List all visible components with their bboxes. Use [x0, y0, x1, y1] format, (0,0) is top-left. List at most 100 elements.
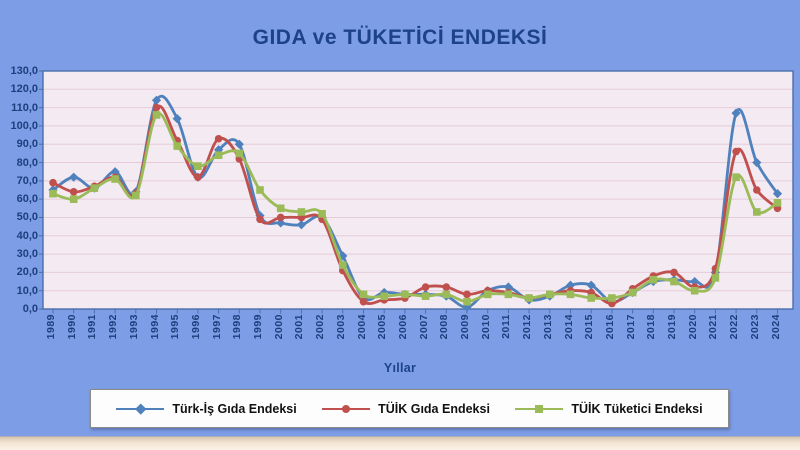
marker-circle — [442, 283, 451, 291]
marker-square — [69, 195, 78, 203]
x-tick-label: 2013 — [541, 314, 554, 340]
x-tick-label: 2024 — [769, 314, 782, 340]
marker-square — [608, 294, 616, 302]
x-tick-label: 1992 — [107, 314, 120, 340]
marker-diamond — [752, 157, 762, 168]
x-tick-label: 1999 — [252, 314, 264, 340]
marker-square — [649, 275, 658, 284]
series-line-t-i-k-g-da-endeksi — [52, 104, 779, 305]
x-tick-label: 2012 — [521, 314, 534, 340]
x-tick-label: 1993 — [127, 314, 140, 340]
x-tick-label: 1995 — [169, 314, 182, 340]
y-tick-label: 0,0 — [22, 303, 38, 315]
x-tick-label: 2017 — [624, 314, 637, 340]
marker-diamond — [731, 108, 741, 118]
marker-diamond — [69, 172, 79, 182]
marker-circle — [194, 173, 202, 181]
marker-circle — [463, 290, 471, 299]
legend-item-t-rk-i-g-da-endeksi: Türk-İş Gıda Endeksi — [116, 401, 297, 416]
marker-square — [690, 286, 699, 295]
x-tick-label: 2006 — [396, 314, 409, 340]
marker-square — [421, 292, 430, 300]
x-tick-label: 1990 — [65, 314, 78, 340]
x-tick-label: 1991 — [86, 314, 99, 340]
x-tick-label: 2014 — [562, 314, 575, 340]
x-tick-label: 2004 — [355, 314, 368, 340]
marker-square — [773, 199, 782, 207]
marker-diamond — [172, 114, 182, 124]
marker-diamond — [586, 280, 596, 290]
marker-square — [276, 204, 285, 213]
marker-square — [732, 173, 740, 181]
marker-square — [566, 290, 575, 299]
marker-square — [152, 111, 161, 119]
marker-square — [214, 151, 223, 160]
y-tick-label: 50,0 — [16, 211, 38, 224]
y-tick-label: 60,0 — [16, 193, 38, 206]
marker-square — [753, 208, 761, 216]
y-tick-label: 120,0 — [10, 83, 38, 96]
marker-diamond — [296, 220, 306, 230]
x-tick-label: 1994 — [148, 314, 161, 340]
x-tick-label: 2016 — [603, 314, 616, 340]
y-tick-label: 110,0 — [11, 101, 38, 114]
marker-square — [256, 186, 264, 194]
legend-circle-marker-icon — [322, 403, 371, 415]
marker-square — [587, 294, 595, 302]
marker-circle — [421, 283, 430, 291]
x-tick-label: 1989 — [45, 314, 57, 340]
marker-square — [339, 261, 347, 269]
marker-square — [132, 191, 140, 200]
marker-circle — [69, 188, 78, 196]
marker-diamond — [503, 282, 513, 292]
marker-square — [235, 149, 244, 158]
x-tick-label: 1997 — [210, 314, 223, 340]
y-tick-label: 90,0 — [16, 138, 38, 151]
marker-square — [49, 189, 57, 198]
marker-diamond — [151, 95, 162, 105]
marker-circle — [152, 103, 161, 112]
plot-frame — [42, 70, 794, 310]
marker-circle — [359, 297, 368, 306]
legend: Türk-İş Gıda Endeksi TÜİK Gıda Endeksi TÜİ… — [90, 389, 729, 428]
marker-square — [318, 210, 326, 218]
marker-diamond — [690, 276, 700, 287]
y-tick-label: 130,0 — [10, 65, 38, 77]
bottom-strip — [0, 436, 800, 450]
x-tick-label: 1996 — [189, 314, 202, 340]
marker-square — [111, 175, 119, 183]
x-tick-label: 2023 — [748, 314, 761, 340]
marker-square — [546, 290, 554, 299]
marker-square — [504, 290, 513, 299]
y-tick-label: 70,0 — [16, 174, 38, 187]
marker-square — [442, 290, 451, 299]
x-axis-title: Yıllar — [383, 361, 417, 375]
x-tick-label: 2021 — [707, 314, 720, 340]
marker-circle — [670, 268, 678, 277]
marker-square — [670, 277, 678, 286]
marker-diamond — [110, 167, 120, 177]
x-tick-label: 2015 — [583, 314, 596, 340]
legend-square-marker-icon — [515, 403, 564, 415]
y-tick-label: 30,0 — [16, 248, 38, 261]
legend-item-t-i-k-t-ketici-endeksi: TÜİK Tüketici Endeksi — [515, 402, 703, 416]
marker-circle — [732, 147, 740, 156]
marker-diamond — [772, 189, 783, 199]
x-tick-label: 2005 — [376, 314, 389, 340]
x-tick-label: 2002 — [314, 314, 327, 340]
y-tick-label: 10,0 — [16, 284, 38, 297]
legend-label: Türk-İş Gıda Endeksi — [172, 401, 297, 416]
y-tick-label: 40,0 — [16, 229, 38, 242]
marker-square — [90, 184, 99, 192]
marker-diamond — [234, 139, 244, 149]
plot-background — [43, 71, 793, 309]
legend-label: TÜİK Gıda Endeksi — [378, 401, 490, 416]
x-tick-label: 2022 — [728, 314, 741, 340]
marker-circle — [276, 213, 285, 222]
marker-square — [297, 208, 306, 216]
x-tick-label: 2007 — [417, 314, 430, 340]
x-tick-label: 2008 — [438, 314, 451, 340]
